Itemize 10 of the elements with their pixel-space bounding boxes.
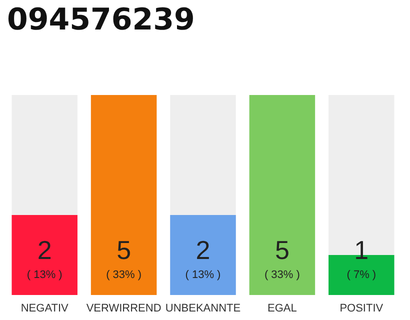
data-label: 5 ( 33% ) <box>264 235 300 281</box>
x-tick-label: EGAL <box>268 302 297 314</box>
x-tick-label: NEGATIV <box>20 302 69 314</box>
x-tick-label: UNBEKANNTE <box>165 302 241 314</box>
data-label: 2 ( 13% ) <box>185 235 221 281</box>
chart-title: 094576239 <box>7 2 195 38</box>
x-tick-label: POSITIV <box>340 302 384 314</box>
data-label: 5 ( 33% ) <box>106 235 142 281</box>
x-tick-label: VERWIRREND <box>86 302 162 314</box>
data-label: 2 ( 13% ) <box>26 235 62 281</box>
